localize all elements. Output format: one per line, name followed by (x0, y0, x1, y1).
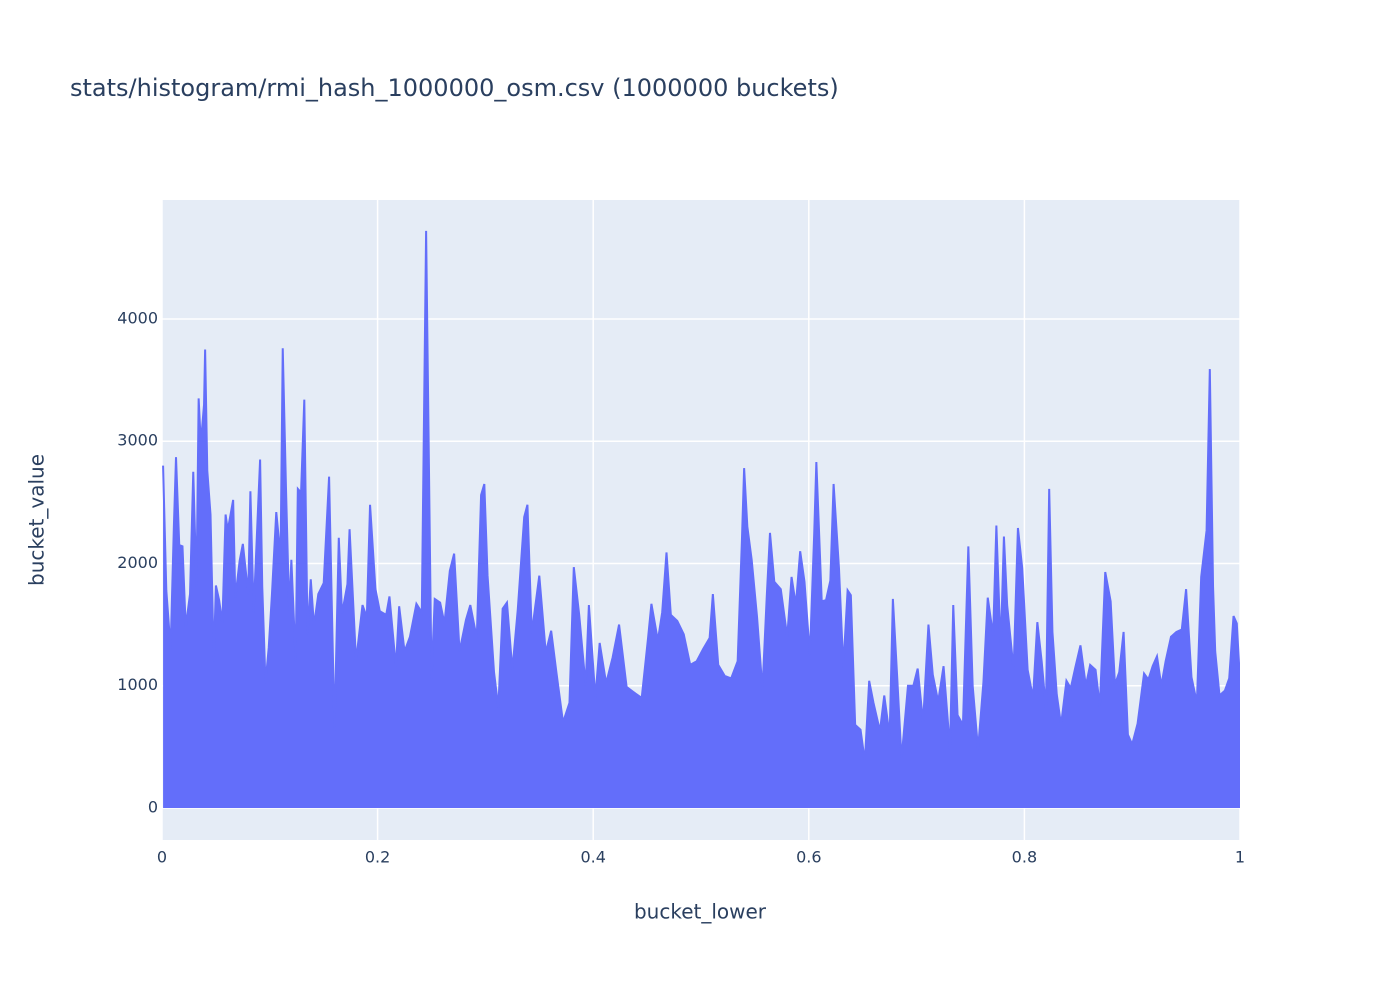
y-axis-title: bucket_value (25, 454, 49, 586)
x-tick-label: 0 (157, 848, 167, 867)
x-tick-label: 1 (1235, 848, 1245, 867)
y-tick-label: 0 (148, 797, 158, 816)
x-axis-title: bucket_lower (634, 900, 767, 924)
series-line (162, 230, 1240, 762)
y-tick-label: 2000 (117, 553, 158, 572)
y-tick-label: 1000 (117, 675, 158, 694)
y-tick-label: 4000 (117, 308, 158, 327)
tick-labels: 0 1000 2000 3000 4000 0 0.2 0.4 0.6 0.8 1 (117, 308, 1245, 866)
chart-title: stats/histogram/rmi_hash_1000000_osm.csv… (70, 74, 839, 102)
x-tick-label: 0.2 (365, 848, 390, 867)
y-tick-label: 3000 (117, 431, 158, 450)
x-tick-label: 0.8 (1012, 848, 1037, 867)
x-tick-label: 0.6 (796, 848, 821, 867)
x-tick-label: 0.4 (580, 848, 605, 867)
marks (162, 230, 1240, 808)
